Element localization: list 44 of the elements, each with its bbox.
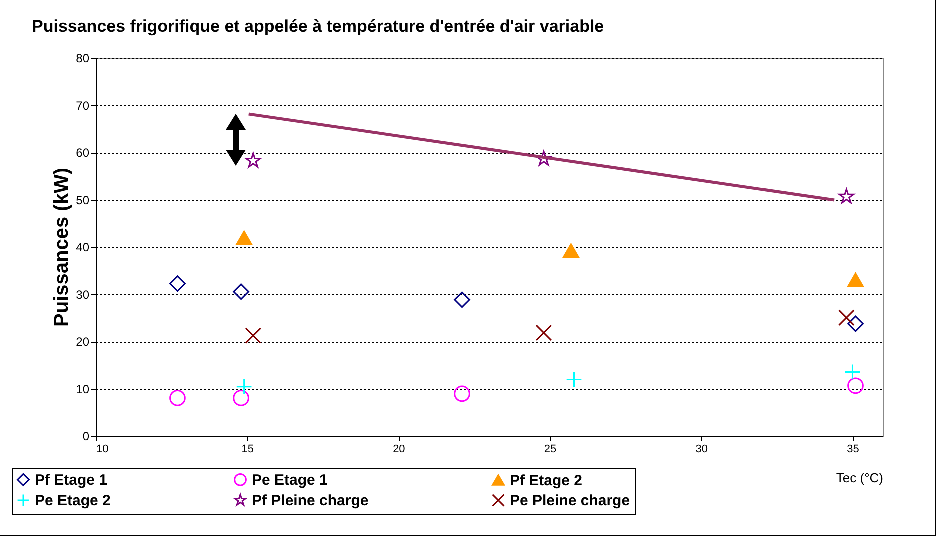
legend-label: Pf Etage 2 — [510, 472, 583, 490]
point — [838, 188, 854, 204]
point — [245, 328, 262, 344]
x-tick-label: 10 — [96, 444, 109, 456]
y-tick-label: 80 — [76, 52, 90, 66]
point — [848, 316, 864, 332]
chart-title: Puissances frigorifique et appelée à température d'entrée d'air variable — [32, 17, 604, 36]
point — [233, 284, 250, 300]
point — [246, 152, 262, 168]
y-tick-label: 0 — [82, 430, 90, 444]
x-tick-label: 20 — [393, 444, 406, 456]
y-tick-label: 60 — [76, 146, 90, 160]
x-tick-label: 15 — [242, 444, 254, 456]
point — [848, 272, 864, 288]
point — [236, 230, 252, 246]
point — [233, 390, 250, 406]
y-tick-label: 10 — [76, 382, 90, 396]
legend-label: Pf Pleine charge — [252, 492, 369, 510]
point — [170, 276, 186, 292]
y-axis-title: Puissances (kW) — [51, 168, 74, 327]
point — [236, 378, 252, 396]
point — [454, 292, 470, 308]
y-tick-label: 40 — [76, 240, 90, 254]
point — [566, 372, 582, 388]
point — [170, 390, 186, 406]
x-axis-title: Tec (°C) — [836, 470, 884, 486]
point — [848, 378, 864, 394]
y-tick-label: 50 — [76, 193, 90, 208]
point — [844, 364, 861, 380]
point — [563, 244, 580, 258]
point — [454, 386, 470, 402]
x-tick-label: 30 — [696, 444, 708, 456]
y-tick-label: 20 — [76, 335, 90, 349]
legend-label: Pe Pleine charge — [510, 492, 630, 510]
y-tick-label: 30 — [76, 288, 90, 302]
legend-label: Pe Etage 1 — [252, 472, 328, 489]
legend-label: Pe Etage 2 — [35, 492, 111, 510]
point — [536, 150, 552, 166]
y-tick-label: 70 — [76, 98, 90, 113]
point — [838, 310, 855, 326]
point — [536, 324, 552, 342]
legend-label: Pf Etage 1 — [35, 472, 108, 489]
x-tick-label: 35 — [847, 444, 860, 456]
x-tick-label: 25 — [544, 444, 557, 456]
